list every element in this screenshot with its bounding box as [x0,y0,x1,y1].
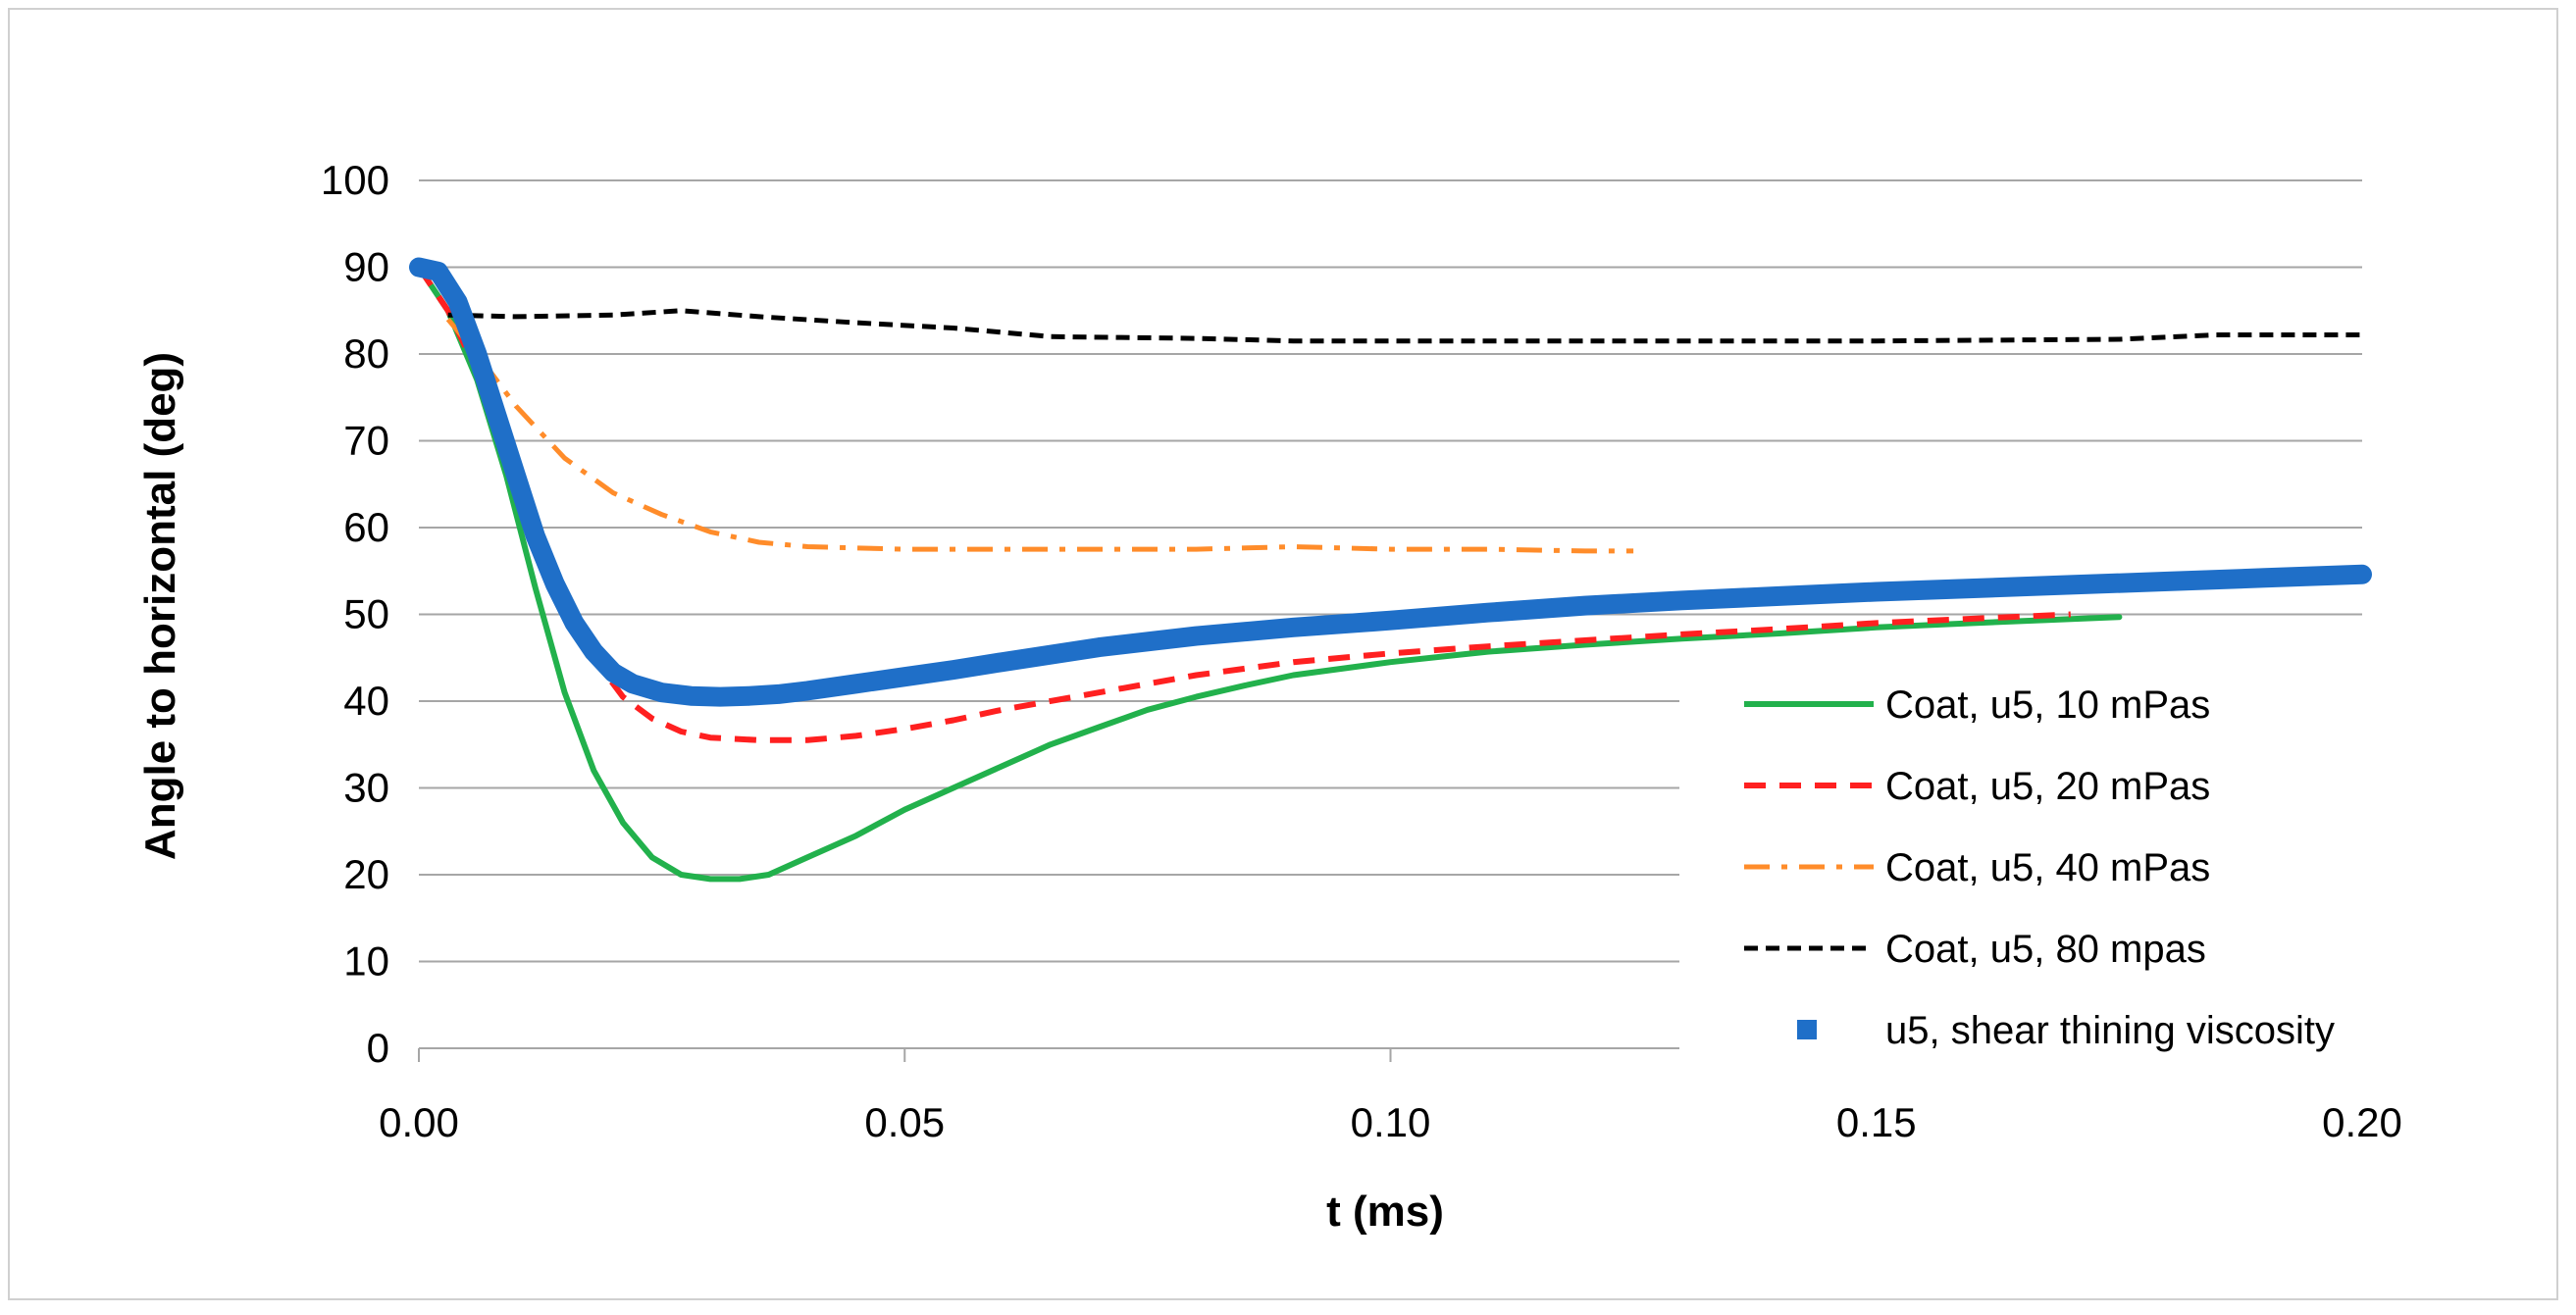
y-tick-label: 90 [343,244,389,290]
series-line-4 [447,308,2362,344]
y-axis-title: Angle to horizontal (deg) [136,352,184,860]
y-tick-label: 40 [343,678,389,724]
y-tick-label: 50 [343,591,389,637]
series-line-1 [416,264,2123,883]
y-tick-label: 100 [321,157,389,203]
x-axis-title: t (ms) [1326,1188,1444,1236]
x-tick-label: 0.10 [1351,1099,1431,1145]
y-tick-label: 30 [343,765,389,811]
series-group [409,257,2372,883]
y-tick-label: 20 [343,851,389,897]
legend: Coat, u5, 10 mPas Coat, u5, 20 mPas Coat, … [1679,677,2484,1064]
x-tick-label: 0.00 [379,1099,459,1145]
y-tick-label: 0 [367,1025,389,1071]
legend-marker-5 [1797,1020,1817,1039]
y-tick-label: 60 [343,504,389,550]
series-line-5 [409,257,2372,707]
legend-label-3: Coat, u5, 40 mPas [1885,846,2210,889]
chart-frame [8,8,2558,1300]
legend-label-5: u5, shear thining viscosity [1885,1009,2335,1052]
legend-label-4: Coat, u5, 80 mpas [1885,928,2206,971]
x-tick-label: 0.05 [864,1099,945,1145]
legend-label-2: Coat, u5, 20 mPas [1885,765,2210,808]
y-tick-label: 80 [343,330,389,377]
x-tick-label: 0.15 [1836,1099,1917,1145]
series-line-3 [445,317,1634,554]
legend-label-1: Coat, u5, 10 mPas [1885,683,2210,727]
y-tick-label: 70 [343,418,389,464]
legend-background [1679,677,2484,1064]
x-tick-label: 0.20 [2322,1099,2402,1145]
series-line-2 [416,265,2071,743]
y-tick-label: 10 [343,938,389,985]
